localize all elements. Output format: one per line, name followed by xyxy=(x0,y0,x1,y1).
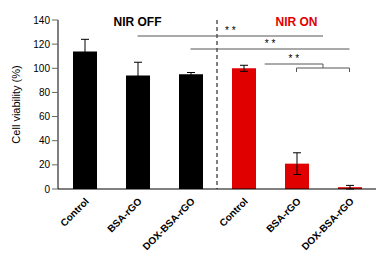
svg-text:60: 60 xyxy=(39,111,51,122)
svg-text:* *: * * xyxy=(225,25,236,36)
svg-text:40: 40 xyxy=(39,135,51,146)
svg-text:DOX-BSA-rGO: DOX-BSA-rGO xyxy=(140,196,197,253)
svg-text:BSA-rGO: BSA-rGO xyxy=(105,196,144,235)
svg-text:100: 100 xyxy=(33,63,50,74)
svg-text:NIR ON: NIR ON xyxy=(276,15,318,29)
svg-text:20: 20 xyxy=(39,159,51,170)
svg-text:BSA-rGO: BSA-rGO xyxy=(264,196,303,235)
svg-text:Cell viability (%): Cell viability (%) xyxy=(10,65,22,143)
svg-text:* *: * * xyxy=(265,38,276,49)
svg-text:80: 80 xyxy=(39,87,51,98)
svg-text:Control: Control xyxy=(58,195,91,228)
svg-text:140: 140 xyxy=(33,15,50,26)
svg-text:Control: Control xyxy=(217,195,250,228)
svg-text:120: 120 xyxy=(33,39,50,50)
svg-text:NIR OFF: NIR OFF xyxy=(114,15,162,29)
svg-text:DOX-BSA-rGO: DOX-BSA-rGO xyxy=(299,196,356,253)
svg-text:* *: * * xyxy=(289,53,300,64)
svg-text:0: 0 xyxy=(44,184,50,195)
